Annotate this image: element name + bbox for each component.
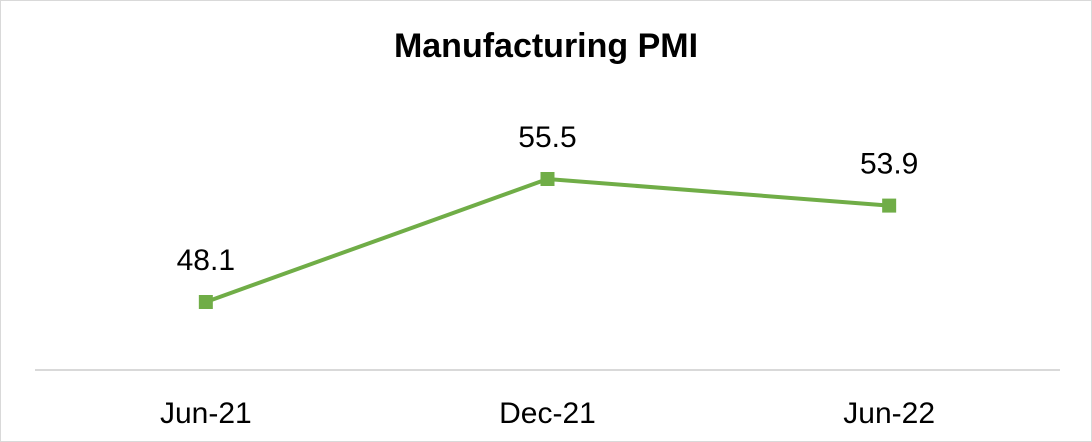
- marker: [882, 198, 897, 213]
- marker: [198, 295, 213, 309]
- marker: [540, 172, 555, 186]
- chart-title: Manufacturing PMI: [394, 27, 698, 65]
- x-tick-label: Jun-22: [843, 397, 935, 430]
- data-label: 53.9: [860, 148, 918, 181]
- x-tick-label: Dec-21: [499, 397, 596, 430]
- data-label: 48.1: [177, 244, 235, 277]
- x-tick-label: Jun-21: [160, 397, 252, 430]
- data-label: 55.5: [518, 121, 576, 154]
